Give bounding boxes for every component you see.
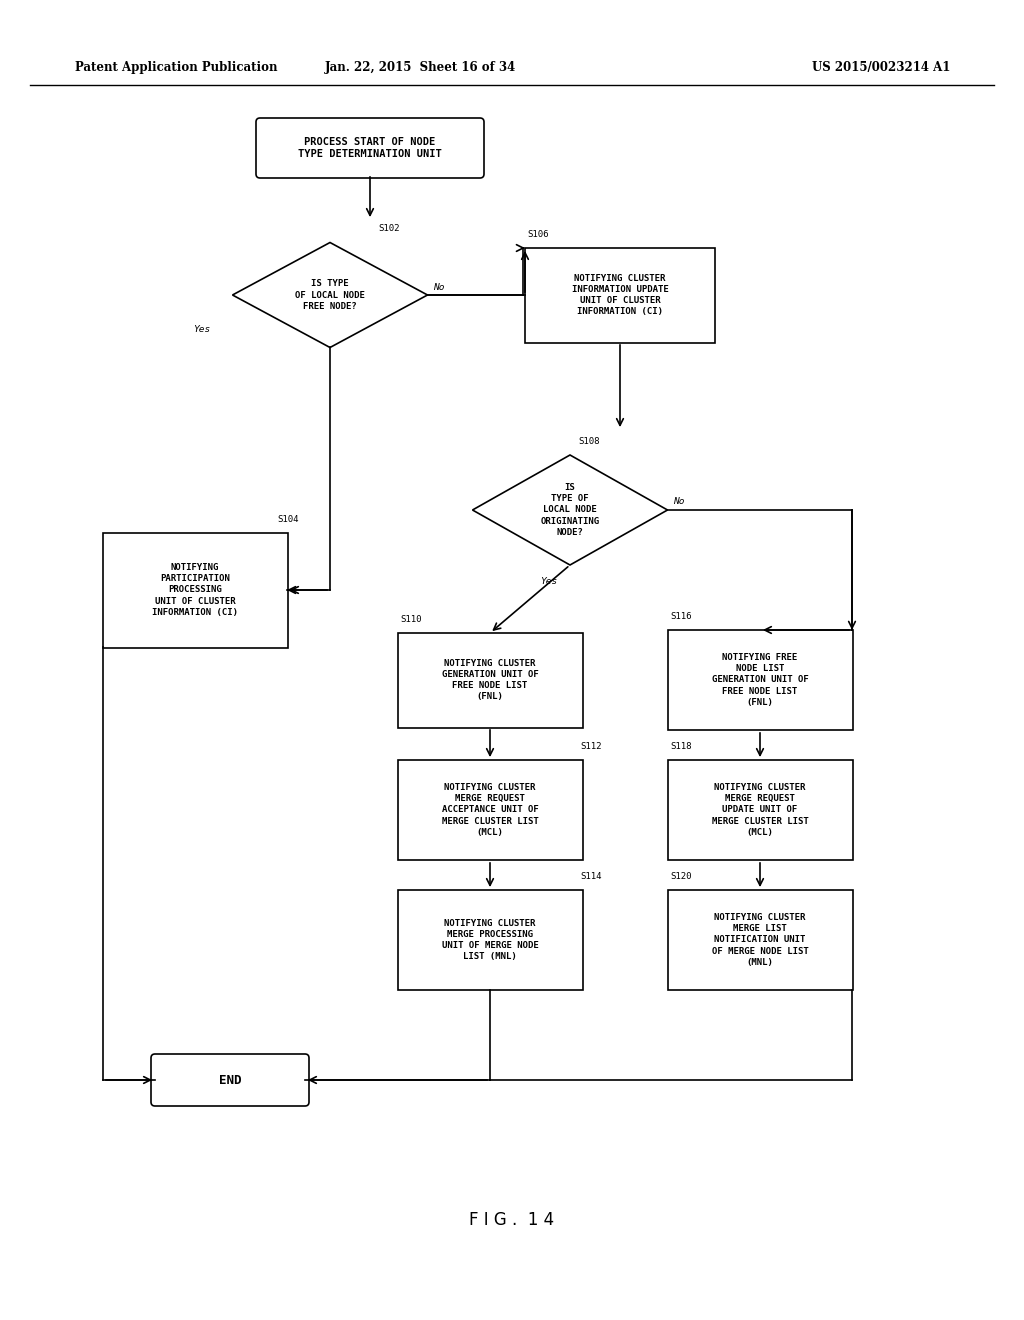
Text: Yes: Yes: [193, 326, 210, 334]
Bar: [102, 532, 288, 648]
Text: NOTIFYING FREE
NODE LIST
GENERATION UNIT OF
FREE NODE LIST
(FNL): NOTIFYING FREE NODE LIST GENERATION UNIT…: [712, 653, 808, 706]
Text: S112: S112: [580, 742, 601, 751]
Text: Jan. 22, 2015  Sheet 16 of 34: Jan. 22, 2015 Sheet 16 of 34: [325, 62, 516, 74]
Text: IS TYPE
OF LOCAL NODE
FREE NODE?: IS TYPE OF LOCAL NODE FREE NODE?: [295, 280, 365, 310]
Text: No: No: [673, 498, 684, 507]
Bar: [397, 890, 583, 990]
Polygon shape: [232, 243, 427, 347]
Text: NOTIFYING CLUSTER
MERGE PROCESSING
UNIT OF MERGE NODE
LIST (MNL): NOTIFYING CLUSTER MERGE PROCESSING UNIT …: [441, 919, 539, 961]
Text: S116: S116: [670, 612, 691, 620]
Text: Yes: Yes: [540, 577, 557, 586]
Text: S104: S104: [278, 515, 299, 524]
FancyBboxPatch shape: [256, 117, 484, 178]
Text: No: No: [433, 282, 444, 292]
Text: S102: S102: [378, 224, 399, 234]
Bar: [397, 632, 583, 727]
Text: S106: S106: [527, 230, 549, 239]
Polygon shape: [472, 455, 668, 565]
Bar: [668, 890, 853, 990]
Text: PROCESS START OF NODE
TYPE DETERMINATION UNIT: PROCESS START OF NODE TYPE DETERMINATION…: [298, 137, 442, 160]
Text: IS
TYPE OF
LOCAL NODE
ORIGINATING
NODE?: IS TYPE OF LOCAL NODE ORIGINATING NODE?: [541, 483, 600, 537]
FancyBboxPatch shape: [151, 1053, 309, 1106]
Text: F I G .  1 4: F I G . 1 4: [469, 1210, 555, 1229]
Text: NOTIFYING
PARTICIPATION
PROCESSING
UNIT OF CLUSTER
INFORMATION (CI): NOTIFYING PARTICIPATION PROCESSING UNIT …: [152, 564, 238, 616]
Text: END: END: [219, 1073, 242, 1086]
Bar: [668, 630, 853, 730]
Text: S110: S110: [400, 615, 422, 624]
Bar: [668, 760, 853, 861]
Bar: [525, 248, 715, 342]
Bar: [397, 760, 583, 861]
Text: S118: S118: [670, 742, 691, 751]
Text: NOTIFYING CLUSTER
MERGE REQUEST
ACCEPTANCE UNIT OF
MERGE CLUSTER LIST
(MCL): NOTIFYING CLUSTER MERGE REQUEST ACCEPTAN…: [441, 783, 539, 837]
Text: NOTIFYING CLUSTER
GENERATION UNIT OF
FREE NODE LIST
(FNL): NOTIFYING CLUSTER GENERATION UNIT OF FRE…: [441, 659, 539, 701]
Text: US 2015/0023214 A1: US 2015/0023214 A1: [812, 62, 950, 74]
Text: S114: S114: [580, 873, 601, 880]
Text: S108: S108: [578, 437, 599, 446]
Text: NOTIFYING CLUSTER
MERGE REQUEST
UPDATE UNIT OF
MERGE CLUSTER LIST
(MCL): NOTIFYING CLUSTER MERGE REQUEST UPDATE U…: [712, 783, 808, 837]
Text: NOTIFYING CLUSTER
MERGE LIST
NOTIFICATION UNIT
OF MERGE NODE LIST
(MNL): NOTIFYING CLUSTER MERGE LIST NOTIFICATIO…: [712, 913, 808, 966]
Text: Patent Application Publication: Patent Application Publication: [75, 62, 278, 74]
Text: NOTIFYING CLUSTER
INFORMATION UPDATE
UNIT OF CLUSTER
INFORMATION (CI): NOTIFYING CLUSTER INFORMATION UPDATE UNI…: [571, 273, 669, 317]
Text: S120: S120: [670, 873, 691, 880]
